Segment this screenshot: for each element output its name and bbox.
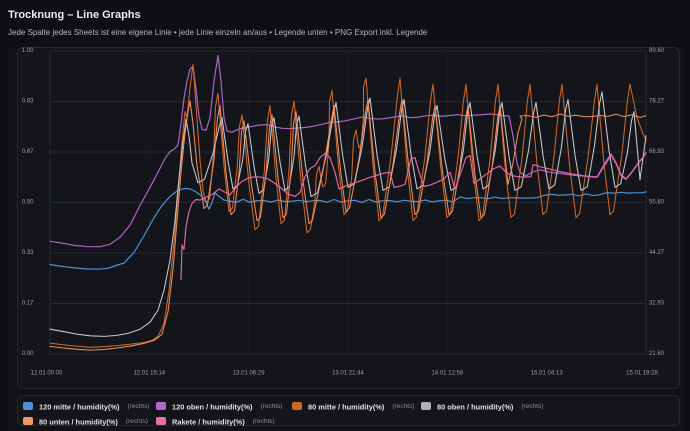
svg-text:0.50: 0.50 [22,200,34,206]
svg-text:78.27: 78.27 [649,99,665,105]
svg-text:12.01 00:00: 12.01 00:00 [31,371,63,377]
svg-text:89.60: 89.60 [649,48,665,54]
svg-text:44.27: 44.27 [649,250,665,256]
svg-text:0.17: 0.17 [22,301,34,307]
svg-text:1.00: 1.00 [22,48,34,54]
svg-text:0.67: 0.67 [22,149,34,155]
svg-text:32.93: 32.93 [649,301,665,307]
svg-text:15.01 19:28: 15.01 19:28 [626,371,658,377]
svg-text:0.83: 0.83 [22,99,34,105]
svg-text:0.00: 0.00 [22,351,34,357]
svg-text:66.93: 66.93 [649,149,665,155]
svg-text:55.60: 55.60 [649,200,665,206]
svg-text:21.60: 21.60 [649,351,665,357]
svg-text:13.01 06:29: 13.01 06:29 [233,371,265,377]
svg-text:0.33: 0.33 [22,250,34,256]
svg-text:13.01 21:44: 13.01 21:44 [332,371,364,377]
svg-text:15.01 04:13: 15.01 04:13 [531,371,563,377]
svg-text:12.01 15:14: 12.01 15:14 [133,371,165,377]
svg-text:14.01 12:58: 14.01 12:58 [431,371,463,377]
